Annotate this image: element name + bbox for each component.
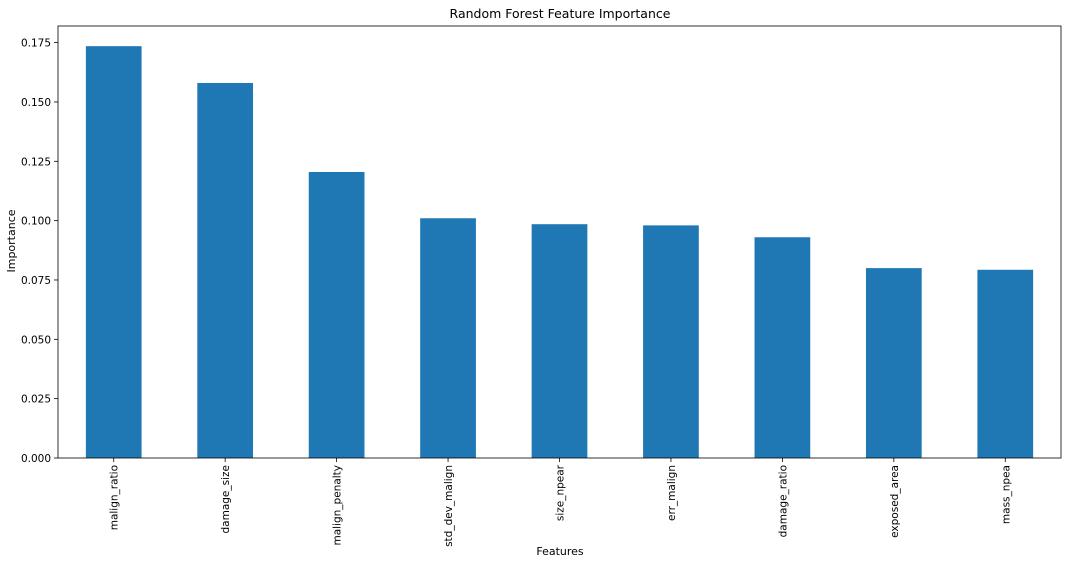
bar-malign-ratio: [85, 46, 142, 459]
x-tick-label: std_dev_malign: [443, 465, 455, 547]
x-tick-label: mass_npea: [1000, 465, 1012, 524]
axes-frame: [57, 25, 1062, 459]
bar-damage-ratio: [754, 237, 811, 458]
chart-title: Random Forest Feature Importance: [450, 6, 671, 21]
bar-std-dev-malign: [420, 218, 476, 458]
y-tick-label: 0.150: [21, 97, 51, 109]
y-tick-label: 0.025: [21, 394, 51, 406]
x-tick-label: size_npear: [555, 464, 567, 521]
bar-damage-size: [197, 82, 254, 458]
plot-area: 0.000 0.025 0.050 0.075 0.100 0.125 0.150 0.175…: [21, 25, 1062, 547]
y-tick-label: 0.000: [21, 453, 51, 465]
x-tick-label: exposed_area: [889, 465, 901, 538]
y-tick-label: 0.175: [21, 38, 51, 50]
x-tick-label: malign_penalty: [332, 465, 344, 546]
y-tick-label: 0.075: [21, 275, 51, 287]
x-tick-label: damage_size: [220, 465, 232, 534]
x-tick-label: malign_ratio: [109, 465, 121, 530]
x-tick-label: damage_ratio: [777, 465, 789, 537]
bar-err-malign: [643, 225, 699, 458]
y-tick-label: 0.125: [21, 156, 51, 168]
bar-size-npear: [531, 224, 588, 458]
y-tick-label: 0.100: [21, 216, 51, 228]
bar-mass-npea: [977, 269, 1034, 458]
bar-exposed-area: [865, 268, 922, 458]
y-axis-label: Importance: [5, 209, 18, 272]
x-axis-label: Features: [536, 545, 584, 558]
x-tick-label: err_malign: [666, 465, 678, 521]
bar-malign-penalty: [308, 171, 365, 459]
y-tick-label: 0.050: [21, 334, 51, 346]
